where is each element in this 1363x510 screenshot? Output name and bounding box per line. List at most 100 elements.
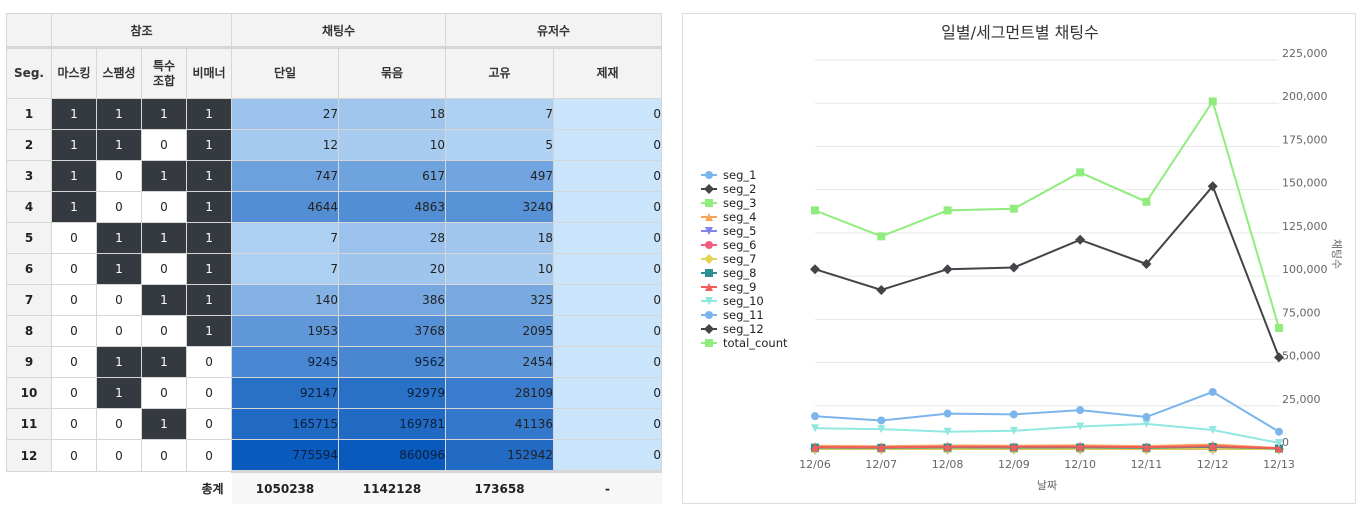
legend-item-seg_9[interactable]: seg_9 [701, 280, 756, 294]
header-corner [6, 13, 52, 49]
ref-cell-special: 0 [141, 377, 187, 409]
ref-cell-vulgar: 1 [185, 191, 233, 223]
group-header-chat: 채팅수 [231, 13, 447, 49]
series-seg_11 [811, 387, 1283, 436]
legend-item-seg_5[interactable]: seg_5 [701, 224, 756, 238]
data-point-seg_10 [1208, 425, 1217, 434]
legend-marker [704, 254, 714, 264]
table-row: 3 1 0 1 1 747 617 497 0 [6, 160, 663, 192]
table-row: 8 0 0 0 1 1953 3768 2095 0 [6, 315, 663, 347]
legend-item-seg_7[interactable]: seg_7 [701, 252, 756, 266]
legend-item-seg_12[interactable]: seg_12 [701, 322, 764, 336]
value-cell-single: 12 [231, 129, 340, 161]
value-cell-unique: 41136 [445, 408, 555, 440]
value-cell-single: 7 [231, 222, 340, 254]
legend-item-seg_4[interactable]: seg_4 [701, 210, 756, 224]
table-row: 6 0 1 0 1 7 20 10 0 [6, 253, 663, 285]
x-tick-label: 12/13 [1263, 458, 1295, 471]
value-cell-single: 9245 [231, 346, 340, 378]
data-point-seg_9 [1275, 444, 1283, 453]
value-cell-single: 775594 [231, 439, 340, 472]
data-point-seg_11 [811, 412, 819, 421]
col-header-vulgar: 비매너 [185, 47, 233, 99]
legend-item-total_count[interactable]: total_count [701, 336, 788, 350]
legend-label: seg_7 [723, 252, 756, 266]
series-seg_9 [811, 442, 1283, 453]
legend-label: seg_8 [723, 266, 756, 280]
x-tick-label: 12/08 [932, 458, 964, 471]
series-line-seg_10 [814, 422, 1280, 444]
chart-series [810, 97, 1284, 454]
col-header-special-line1: 특수 [152, 58, 176, 73]
legend-item-seg_1[interactable]: seg_1 [701, 168, 756, 182]
ref-cell-spam: 1 [96, 377, 142, 409]
y-tick-label: 75,000 [1282, 306, 1321, 319]
ref-cell-masking: 0 [51, 222, 97, 254]
data-point-seg_11 [877, 416, 886, 425]
value-cell-single: 1953 [231, 315, 340, 347]
legend-label: seg_3 [723, 196, 756, 210]
data-point-seg_12 [1075, 234, 1086, 245]
totals-cell-single: 1050238 [231, 470, 339, 504]
ref-cell-spam: 0 [96, 408, 142, 440]
y-tick-label: 225,000 [1282, 47, 1328, 60]
data-point-seg_12 [1207, 181, 1218, 192]
legend-item-seg_2[interactable]: seg_2 [701, 182, 756, 196]
table-row: 7 0 0 1 1 140 386 325 0 [6, 284, 663, 316]
totals-cell-bundle: 1142128 [338, 470, 446, 504]
ref-cell-spam: 0 [96, 315, 142, 347]
data-point-seg_9 [1009, 442, 1018, 451]
value-cell-bundle: 617 [338, 160, 447, 192]
data-point-total_count [1009, 204, 1018, 213]
value-cell-bundle: 169781 [338, 408, 447, 440]
chart-legend[interactable]: seg_1seg_2seg_3seg_4seg_5seg_6seg_7seg_8… [701, 168, 788, 350]
value-cell-unique: 2454 [445, 346, 555, 378]
data-point-seg_10 [811, 424, 819, 433]
legend-marker [705, 269, 713, 277]
ref-cell-masking: 0 [51, 253, 97, 285]
seg-cell: 12 [6, 439, 52, 472]
legend-item-seg_11[interactable]: seg_11 [701, 308, 764, 322]
data-point-seg_11 [943, 409, 952, 418]
legend-item-seg_3[interactable]: seg_3 [701, 196, 756, 210]
legend-label: total_count [723, 336, 788, 350]
col-header-single: 단일 [231, 47, 340, 99]
ref-cell-special: 0 [141, 315, 187, 347]
value-cell-unique: 2095 [445, 315, 555, 347]
ref-cell-special: 0 [141, 253, 187, 285]
seg-cell: 5 [6, 222, 52, 254]
series-line-total_count [814, 99, 1280, 329]
ref-cell-masking: 0 [51, 346, 97, 378]
value-cell-bundle: 4863 [338, 191, 447, 223]
ref-cell-masking: 0 [51, 377, 97, 409]
data-point-seg_9 [811, 443, 819, 452]
legend-item-seg_10[interactable]: seg_10 [701, 294, 764, 308]
totals-label: 총계 [186, 471, 232, 504]
table-row: 2 1 1 0 1 12 10 5 0 [6, 129, 663, 161]
col-header-unique: 고유 [445, 47, 555, 99]
totals-spacer [6, 471, 187, 504]
col-header-spam: 스팸성 [96, 47, 142, 99]
data-point-seg_10 [943, 427, 952, 436]
data-point-seg_11 [1076, 406, 1085, 415]
ref-cell-special: 1 [141, 222, 187, 254]
ref-cell-vulgar: 0 [185, 439, 233, 472]
value-cell-single: 165715 [231, 408, 340, 440]
ref-cell-special: 1 [141, 408, 187, 440]
value-cell-single: 4644 [231, 191, 340, 223]
chart-panel: 0 25,000 50,000 75,000 100,000 125,000 150,000… [682, 13, 1356, 504]
legend-item-seg_8[interactable]: seg_8 [701, 266, 756, 280]
table-row: 1 1 1 1 1 27 18 7 0 [6, 98, 663, 130]
ref-cell-masking: 1 [51, 129, 97, 161]
ref-cell-spam: 0 [96, 284, 142, 316]
data-point-seg_11 [1142, 413, 1151, 422]
legend-marker [705, 171, 713, 179]
ref-cell-vulgar: 1 [185, 315, 233, 347]
series-line-seg_12 [814, 184, 1280, 358]
data-point-seg_10 [1076, 422, 1085, 431]
table-row: 9 0 1 1 0 9245 9562 2454 0 [6, 346, 663, 378]
legend-item-seg_6[interactable]: seg_6 [701, 238, 756, 252]
x-tick-label: 12/06 [799, 458, 831, 471]
x-tick-label: 12/10 [1064, 458, 1096, 471]
ref-cell-vulgar: 1 [185, 253, 233, 285]
